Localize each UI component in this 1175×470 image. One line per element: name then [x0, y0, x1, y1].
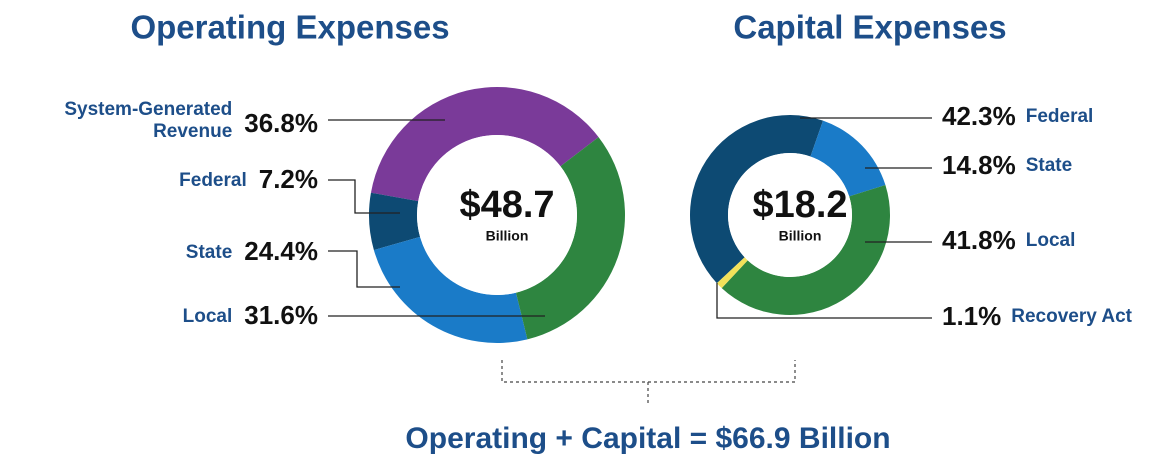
category-label: Local — [182, 306, 233, 327]
center-sublabel: Billion — [486, 228, 529, 244]
bracket — [501, 360, 796, 383]
value-label: 31.6% — [244, 300, 318, 330]
category-label: Federal — [1026, 106, 1094, 127]
value-label: 1.1% — [942, 301, 1001, 331]
leader-line — [328, 179, 400, 214]
category-label: Local — [1026, 230, 1076, 251]
leader-line — [328, 250, 400, 288]
donut-slice — [368, 192, 421, 251]
chart-title: Capital Expenses — [733, 9, 1006, 46]
category-label: State — [185, 242, 233, 263]
footer: Operating + Capital = $66.9 Billion — [405, 422, 890, 455]
value-label: 24.4% — [244, 236, 318, 266]
donut-hole — [417, 135, 577, 295]
chart-title: Operating Expenses — [130, 9, 449, 46]
category-label: System-Generated Revenue — [64, 99, 233, 142]
category-label: Federal — [179, 170, 247, 191]
value-label: 36.8% — [244, 108, 318, 138]
value-label: 14.8% — [942, 150, 1016, 180]
donut-slice — [810, 120, 886, 197]
value-label: 41.8% — [942, 225, 1016, 255]
center-sublabel: Billion — [779, 228, 822, 244]
center-label: $18.2 — [752, 184, 847, 226]
donut-slice — [721, 185, 890, 315]
donut-slice — [690, 115, 824, 284]
leader-line — [716, 283, 932, 319]
value-label: 7.2% — [259, 164, 318, 194]
category-label: State — [1026, 155, 1072, 176]
donut-slice — [370, 86, 599, 202]
donut-slice — [716, 257, 748, 289]
value-label: 42.3% — [942, 101, 1016, 131]
category-label: Recovery Act — [1011, 306, 1132, 327]
donut-slice — [516, 137, 626, 340]
center-label: $48.7 — [459, 184, 554, 226]
donut-hole — [728, 153, 852, 277]
